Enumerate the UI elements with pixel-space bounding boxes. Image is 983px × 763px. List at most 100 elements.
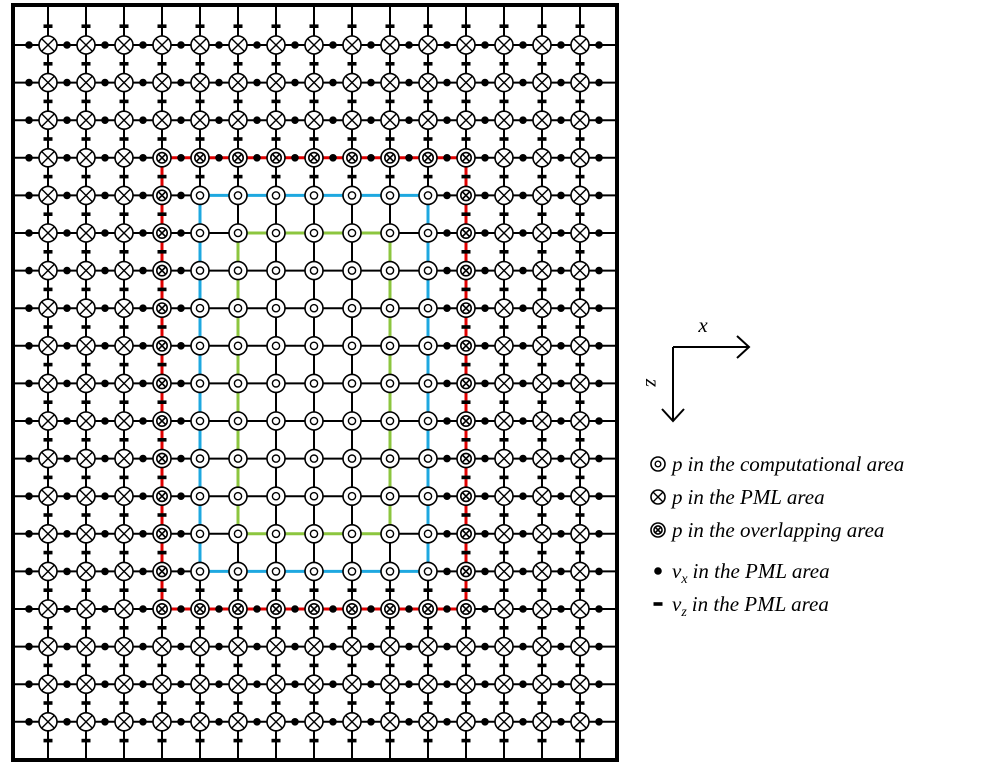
vz-node [271, 663, 281, 668]
vz-node [499, 362, 509, 367]
vx-node [139, 417, 147, 425]
p-node-cross [385, 153, 395, 162]
vz-node [537, 588, 547, 592]
p-node-inner [233, 341, 243, 351]
vz-node [119, 99, 129, 104]
p-node-cross [461, 266, 471, 275]
p-node-cross [535, 414, 549, 428]
vx-node [481, 116, 489, 124]
p-node-cross [117, 451, 131, 466]
p-node-inner [156, 189, 169, 202]
vz-node [461, 137, 471, 141]
vz-node [81, 550, 91, 555]
vx-node [177, 154, 185, 162]
vx-node [253, 41, 261, 49]
p-node-inner [385, 567, 395, 576]
p-node [342, 260, 362, 281]
p-node [228, 260, 248, 281]
p-node-cross [41, 113, 55, 127]
vz-node [461, 62, 471, 66]
p-node-inner [423, 529, 433, 539]
vz-node [537, 24, 547, 28]
p-node [266, 411, 286, 431]
vz-node [461, 212, 471, 216]
p-node-cross [383, 38, 397, 52]
vz-node [43, 550, 53, 555]
p-node-cross [573, 226, 587, 240]
vx-node [481, 41, 489, 49]
p-node [190, 448, 210, 469]
vx-node [443, 116, 451, 124]
vx-node [557, 530, 565, 538]
vx-node [595, 41, 603, 49]
p-node-inner [271, 228, 281, 238]
vx-node [63, 379, 71, 388]
vx-node [25, 342, 33, 350]
p-node-cross [652, 491, 664, 503]
p-node-cross [461, 228, 471, 238]
p-node-inner [345, 151, 358, 164]
p-node-inner [459, 414, 472, 427]
vx-node [595, 680, 603, 688]
p-node-cross [79, 301, 93, 315]
p-node-cross [157, 454, 167, 463]
p-node-cross [535, 38, 549, 52]
p-node [418, 486, 438, 507]
vx-node [595, 642, 603, 651]
p-node-cross [573, 677, 587, 691]
p-node-cross [233, 153, 243, 162]
p-node-cross [79, 188, 93, 203]
p-node [304, 298, 324, 319]
p-node [266, 561, 286, 582]
p-node-cross [497, 489, 511, 503]
p-node [380, 561, 400, 582]
p-node-cross [497, 677, 511, 691]
vz-node [81, 137, 91, 141]
p-node-inner [385, 191, 395, 200]
vz-node [157, 701, 167, 705]
p-node [304, 411, 324, 431]
vx-node [443, 492, 451, 501]
p-node-inner [307, 151, 320, 164]
p-node-inner [156, 377, 169, 390]
p-node-inner [423, 303, 433, 313]
p-node-inner [423, 266, 433, 275]
vx-node [557, 379, 565, 388]
p-node [304, 373, 324, 394]
p-node-inner [309, 341, 319, 351]
p-node-cross [535, 263, 549, 278]
p-node-cross [157, 266, 167, 275]
vx-node [63, 229, 71, 237]
vz-node [575, 738, 585, 743]
vz-node [43, 99, 53, 104]
z-label: z [641, 378, 665, 387]
vx-node [215, 680, 223, 688]
p-node-inner [195, 491, 205, 501]
vx-node [101, 605, 109, 613]
p-node-inner [345, 602, 358, 615]
vx-node [481, 642, 489, 651]
vx-node [177, 379, 185, 388]
vz-node [43, 513, 53, 517]
p-node-cross [535, 564, 549, 579]
p-node-cross [497, 376, 511, 391]
vx-node [215, 605, 223, 613]
p-node-cross [461, 153, 471, 162]
p-node-inner [347, 191, 357, 200]
p-node [190, 298, 210, 319]
vz-node [537, 475, 547, 480]
vx-node [405, 41, 413, 49]
legend-var: p [670, 452, 683, 476]
p-node [304, 448, 324, 469]
vz-node [347, 701, 357, 705]
vx-node [519, 454, 527, 463]
vz-node [233, 62, 243, 66]
vx-node [595, 530, 603, 538]
p-node-inner [233, 191, 243, 200]
p-node-cross [307, 677, 321, 691]
p-node [228, 561, 248, 582]
vz-node [499, 513, 509, 517]
vx-node [101, 191, 109, 200]
p-node-inner [347, 567, 357, 576]
vz-node [385, 62, 395, 66]
